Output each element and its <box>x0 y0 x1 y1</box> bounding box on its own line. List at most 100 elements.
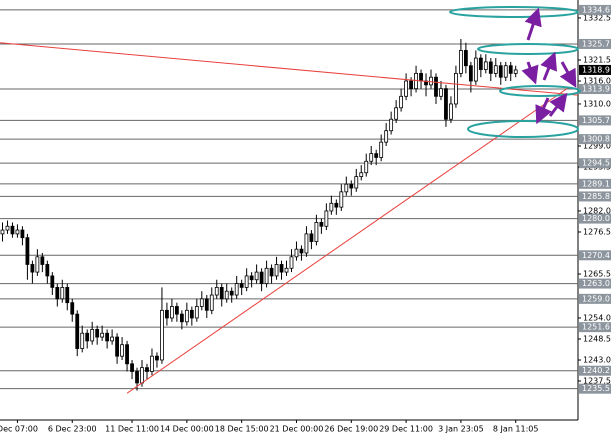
trendline <box>126 87 569 394</box>
candle-body <box>498 65 503 78</box>
y-tick-label: 1332.5 <box>583 13 611 22</box>
candle-body <box>60 286 65 300</box>
level-label-box <box>579 278 611 289</box>
level-label-box <box>579 178 611 189</box>
y-tick-label: 1310.0 <box>583 99 611 108</box>
candle-body <box>364 160 369 174</box>
level-label: 1235.5 <box>582 384 610 393</box>
candle-body <box>110 336 115 342</box>
candle-body <box>284 267 289 273</box>
candle-body <box>468 65 473 82</box>
candle-body <box>444 88 448 120</box>
candle-body <box>20 229 25 239</box>
candle-body <box>170 306 174 319</box>
level-label-box <box>579 293 611 304</box>
price-label-box <box>579 64 611 75</box>
candle-body <box>25 237 30 265</box>
candle-body <box>214 286 219 296</box>
candle-body <box>100 332 105 338</box>
candle-body <box>10 225 15 235</box>
candle-body <box>35 256 40 273</box>
ellipse <box>499 85 581 97</box>
x-tick-label: 6 Dec 23:00 <box>48 425 97 434</box>
candle-body <box>80 332 85 349</box>
level-label: 1259.0 <box>582 294 610 303</box>
x-tick-label: 11 Dec 11:00 <box>105 425 159 434</box>
candle-body <box>324 210 329 227</box>
y-tick-label: 1316.0 <box>583 77 611 86</box>
candle-body <box>224 290 229 300</box>
candle-body <box>160 309 164 361</box>
level-label: 1325.7 <box>582 39 610 48</box>
ellipse <box>477 43 579 55</box>
candle-body <box>334 202 339 208</box>
level-label-box <box>579 191 611 202</box>
candle-body <box>145 367 149 372</box>
level-label-box <box>579 38 611 49</box>
level-label: 1313.9 <box>582 85 610 94</box>
y-tick-label: 1237.5 <box>583 377 611 386</box>
candle-body <box>115 336 119 357</box>
candle-body <box>483 61 488 70</box>
candle-body <box>394 107 399 120</box>
candle-body <box>404 80 408 97</box>
arrow <box>524 7 542 41</box>
level-label-box <box>579 383 611 394</box>
candle-body <box>508 65 513 74</box>
candle-body <box>304 233 309 254</box>
candle-body <box>349 183 354 189</box>
candle-body <box>234 283 239 296</box>
level-label-box <box>579 4 611 15</box>
level-label: 1240.2 <box>582 366 610 375</box>
candle-body <box>319 222 324 227</box>
candle-body <box>488 61 493 74</box>
x-tick-label: 3 Jan 23:05 <box>438 425 484 434</box>
level-label: 1334.6 <box>582 5 610 14</box>
candle-body <box>454 72 458 105</box>
candle-body <box>120 344 124 357</box>
candle-body <box>374 153 379 158</box>
candle-body <box>189 309 194 319</box>
candle-body <box>434 76 438 97</box>
arrow <box>521 61 539 85</box>
candle-body <box>5 225 10 231</box>
candle-body <box>344 183 349 193</box>
candle-body <box>125 344 129 365</box>
candle-body <box>15 229 20 235</box>
ellipse <box>449 6 579 18</box>
candle-body <box>419 72 423 82</box>
candle-body <box>513 69 518 74</box>
x-tick-label: 21 Dec 00:00 <box>270 425 324 434</box>
arrow <box>548 92 568 117</box>
candle-body <box>0 229 5 235</box>
candle-body <box>274 264 279 277</box>
candle-body <box>179 313 184 323</box>
candle-body <box>244 275 249 288</box>
candle-body <box>70 302 75 315</box>
candle-body <box>384 130 389 143</box>
candle-body <box>429 76 433 86</box>
y-tick-label: 1243.0 <box>583 356 611 365</box>
level-label-box <box>579 250 611 261</box>
candle-body <box>75 313 80 349</box>
x-tick-label: Dec 07:00 <box>0 425 38 434</box>
candle-body <box>264 267 269 284</box>
candle-body <box>503 65 508 78</box>
candle-body <box>85 332 90 342</box>
candle-body <box>259 271 264 284</box>
y-tick-label: 1299.0 <box>583 141 611 150</box>
y-tick-label: 1282.0 <box>583 206 611 215</box>
level-label: 1285.8 <box>582 192 610 201</box>
candle-body <box>254 271 259 281</box>
candle-body <box>354 176 359 189</box>
y-tick-label: 1254.0 <box>583 313 611 322</box>
candle-body <box>299 248 304 254</box>
candle-body <box>359 172 364 177</box>
candle-body <box>45 264 50 277</box>
level-label: 1251.6 <box>582 323 610 332</box>
candle-body <box>194 306 199 319</box>
candle-body <box>478 57 483 70</box>
candle-body <box>95 329 100 338</box>
candle-body <box>155 355 159 361</box>
y-tick-label: 1276.5 <box>583 227 611 236</box>
